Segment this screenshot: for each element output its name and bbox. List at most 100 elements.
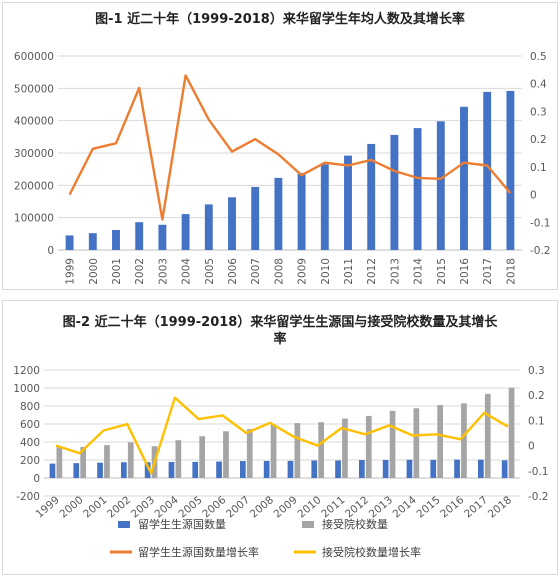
y-right-tick-label: -0.1 [530,217,551,229]
bar [199,436,206,478]
bar [88,233,97,250]
x-tick-label: 2003 [129,494,157,520]
bar [294,423,301,478]
y-left-tick-label: 100000 [14,213,54,225]
chart-title-1: 图-1 近二十年（1999-2018）来华留学生年均人数及其增长率 [95,12,465,27]
x-tick-label: 2004 [181,258,193,285]
bar [112,229,120,250]
bar [437,405,444,478]
legend-label: 接受院校数量 [322,517,388,531]
x-tick-label: 2009 [297,258,309,285]
bar [390,134,399,250]
x-tick-label: 2008 [273,258,285,285]
chart-1-plot: 0 100000 200000 300000 400000 500000 600000 -0.… [14,51,551,285]
x-tick-label: 2010 [295,494,323,520]
bar [120,462,127,478]
bar [413,128,422,250]
x-tick-label: 2004 [153,494,181,521]
chart-title-2: 图-2 近二十年（1999-2018）来华留学生生源国与接受院校数量及其增长率 [62,315,498,347]
bar [501,460,508,478]
x-tick-label: 2001 [81,494,109,520]
bar [144,462,151,478]
x-tick-label: 2018 [505,258,517,285]
y-left-tick-label: -200 [16,491,40,503]
x-tick-label: 2013 [367,494,395,520]
y-right-tick-label: 0.4 [530,79,547,91]
x-tick-label: 1999 [65,258,77,285]
y-left-tick-label: 400 [20,437,40,449]
y-left-tick-label: 1200 [13,365,40,377]
bar [436,121,445,251]
x-tick-label: 2014 [413,258,425,285]
bar [483,91,492,250]
y-left-tick-label: 600000 [14,51,54,63]
x-tick-label: 2012 [343,494,371,520]
bar [239,461,246,478]
legend-label: 留学生生源国数量增长率 [138,545,259,559]
bar [318,422,325,478]
x-tick-label: 2010 [320,258,332,285]
x-tick-label: 2008 [248,494,276,520]
bar [506,90,515,250]
x-tick-label: 2016 [459,258,471,285]
bar [367,143,376,250]
y-left-tick-label: 600 [20,419,40,431]
bar [158,224,167,250]
chart-panel-1: 图-1 近二十年（1999-2018）来华留学生年均人数及其增长率 0 10000… [0,0,560,292]
y-left-tick-label: 400000 [14,116,54,128]
x-tick-label: 2002 [134,258,146,285]
bar [204,204,213,250]
y-right-tick-label: -0.2 [528,491,549,503]
x-tick-label: 2006 [200,494,228,521]
bar [406,459,413,478]
bar [263,460,270,478]
y-right-tick-label: 0.5 [530,51,547,63]
bar [223,431,229,478]
bar [335,460,341,478]
bar [344,155,352,250]
x-tick-label: 2006 [227,258,239,285]
bar [192,461,199,478]
x-tick-label: 2009 [272,494,300,520]
bar [228,197,236,250]
x-tick-label: 2018 [486,494,514,520]
bar [454,459,460,478]
bar [484,393,491,478]
y-right-tick-label: -0.2 [530,245,551,257]
x-tick-label: 2003 [157,258,169,285]
y-right-tick-label: 0 [530,190,537,202]
bar [358,460,365,478]
bar [168,461,175,478]
bar [65,235,74,250]
bar [274,177,283,250]
legend-label: 接受院校数量增长率 [322,545,421,559]
bar [365,415,372,478]
x-tick-label: 2000 [57,494,85,520]
y-left-tick-label: 800 [20,401,40,413]
chart-frame-2 [2,300,558,575]
bar [49,463,56,478]
y-right-tick-label: -0.1 [528,466,549,478]
bar [461,403,467,478]
bar [320,164,329,250]
bar [216,461,222,478]
x-tick-label: 2015 [414,494,442,520]
y-left-tick-label: 300000 [14,148,54,160]
bar [311,460,318,478]
y-right-tick-label: 0.2 [528,390,545,402]
bar [80,446,87,478]
x-tick-label: 2017 [462,494,490,520]
bar [127,442,134,478]
bar [104,445,110,478]
x-tick-label: 2013 [389,258,401,285]
chart-panel-2: 图-2 近二十年（1999-2018）来华留学生生源国与接受院校数量及其增长率 … [0,298,560,577]
chart-2-plot: -200 0 200 400 600 800 1000 1200 -0.2 -0.1 0 0.1 0.2… [13,365,549,559]
x-tick-label: 2005 [176,494,204,520]
y-left-tick-label: 1000 [13,383,40,395]
bar [97,462,103,478]
y-right-tick-label: 0 [528,441,535,453]
bar [181,214,190,250]
legend-label: 留学生生源国数量 [138,517,226,531]
bar [135,222,144,250]
y-left-tick-label: 200000 [14,180,54,192]
